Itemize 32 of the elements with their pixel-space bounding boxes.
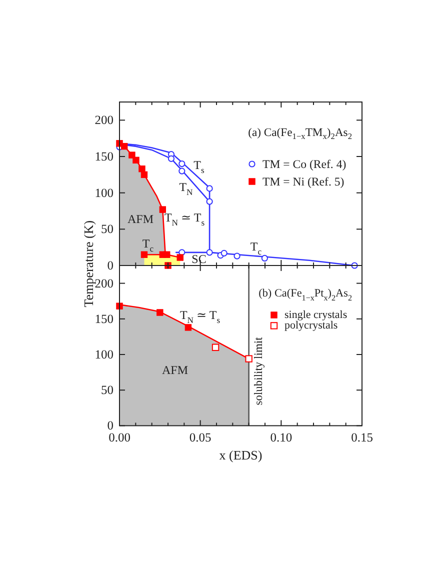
annotation: T$_{N}$ ≃ T$_{s}$	[180, 308, 221, 325]
y-axis-title: Temperature (K)	[80, 220, 96, 308]
y-tick-label: 100	[94, 348, 114, 362]
legend-label: single crystals	[284, 309, 348, 321]
y-tick-label: 0	[107, 418, 114, 433]
x-tick-label: 0.00	[108, 430, 130, 445]
x-tick-label: 0.15	[351, 430, 373, 445]
y-tick-label: 150	[94, 150, 114, 164]
y-tick-label: 150	[94, 312, 114, 326]
annotation: T$_{c}$	[142, 236, 154, 254]
annotation: AFM	[127, 212, 154, 226]
x-tick-label: 0.10	[270, 430, 292, 445]
annotation: AFM	[162, 363, 188, 377]
y-tick-label: 50	[101, 383, 114, 398]
annotation: SC	[192, 252, 206, 266]
annotation: T$_{N}$ ≃ T$_{s}$	[164, 210, 206, 228]
annotation: T$_{c}$	[250, 240, 262, 256]
annotation: T$_{s}$	[194, 158, 205, 175]
legend-label: polycrystals	[284, 320, 338, 332]
y-tick-label: 50	[101, 222, 114, 236]
text: (a) Ca(Fe$_{1−x}$TM$_{x}$)$_{2}$As$_{2}$	[248, 126, 352, 141]
ref-line-label: solubility limit	[252, 336, 265, 406]
legend-label: TM = Ni (Ref. 5)	[262, 174, 344, 188]
legend-label: TM = Co (Ref. 4)	[262, 157, 346, 171]
y-tick-label: 200	[94, 113, 114, 128]
text: (b) Ca(Fe$_{1−x}$Pt$_{x}$)$_{2}$As$_{2}$	[258, 288, 352, 302]
y-tick-label: 200	[94, 276, 114, 290]
x-axis-title: x (EDS)	[219, 447, 262, 462]
annotation: T$_{N}$	[179, 180, 194, 197]
y-tick-label: 0	[107, 258, 114, 272]
y-tick-label: 100	[94, 186, 114, 200]
x-tick-label: 0.05	[189, 430, 212, 445]
